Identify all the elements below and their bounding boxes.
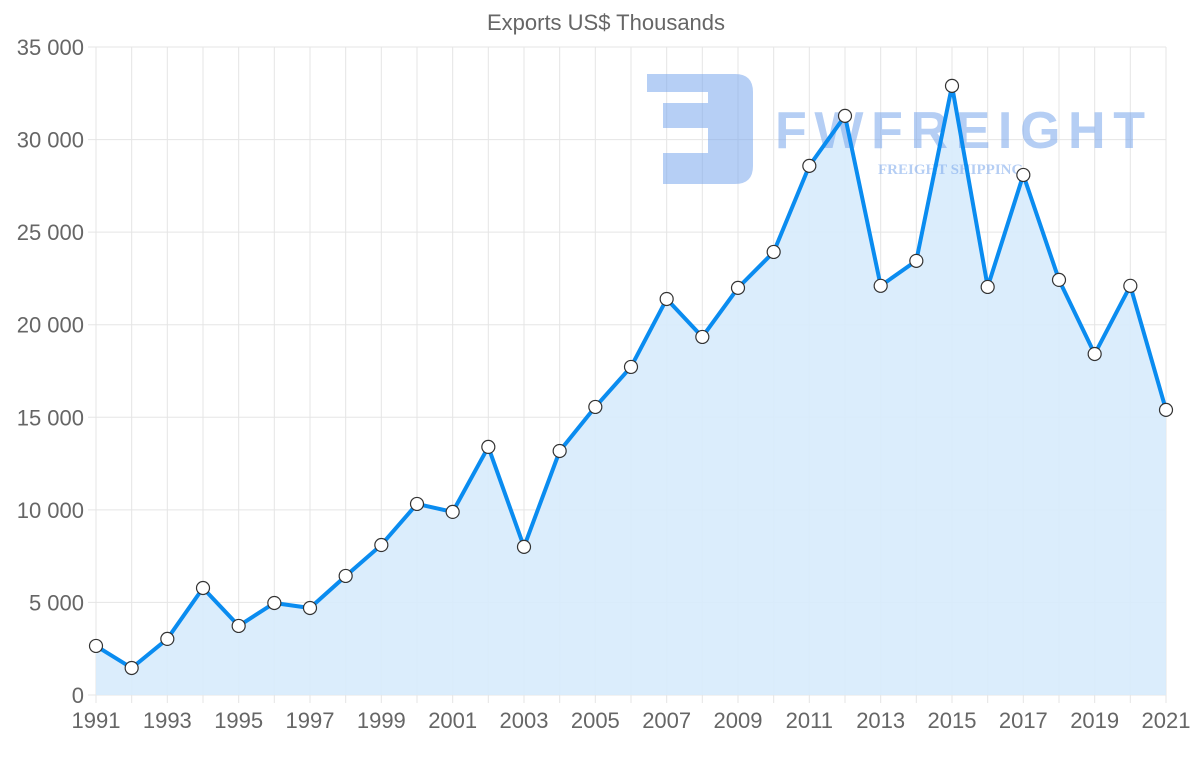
- data-point: [195, 580, 211, 596]
- data-point: [445, 504, 460, 519]
- data-point: [730, 280, 746, 295]
- y-tick-label: 25 000: [17, 220, 84, 245]
- data-point: [302, 600, 318, 616]
- y-axis: 0 5 000 10 000 15 000 20 000 25 000 30 000 35 0…: [17, 35, 84, 708]
- data-point: [909, 253, 924, 268]
- data-point: [1016, 167, 1031, 183]
- x-axis: 1991 1993 1995 1997 1999 2001 2003 2005 2007 2009…: [72, 708, 1191, 733]
- x-tick-label: 2017: [999, 708, 1048, 733]
- data-point: [695, 329, 710, 345]
- x-tick-label: 2021: [1142, 708, 1191, 733]
- x-tick-label: 1995: [214, 708, 263, 733]
- data-point: [980, 279, 995, 295]
- x-tick-label: 2007: [642, 708, 691, 733]
- y-tick-label: 35 000: [17, 35, 84, 60]
- data-point: [552, 443, 567, 459]
- data-point: [481, 439, 496, 455]
- data-point: [124, 660, 139, 676]
- data-point: [231, 618, 246, 634]
- x-tick-label: 2011: [786, 708, 833, 733]
- y-tick-label: 5 000: [29, 590, 84, 615]
- data-point: [374, 537, 389, 553]
- data-point: [944, 78, 960, 93]
- x-tick-label: 1993: [143, 708, 192, 733]
- data-point: [267, 595, 282, 611]
- data-point: [409, 496, 425, 512]
- data-point: [1051, 272, 1067, 288]
- data-point: [160, 631, 175, 647]
- area-fill: [96, 85, 1166, 695]
- watermark-tagline: FREIGHT SHIPPING: [878, 162, 1023, 178]
- data-point: [659, 291, 674, 307]
- chart-title: Exports US$ Thousands: [487, 10, 725, 35]
- y-tick-label: 20 000: [17, 313, 84, 338]
- x-tick-label: 2019: [1070, 708, 1119, 733]
- x-tick-label: 2009: [714, 708, 763, 733]
- y-tick-label: 15 000: [17, 405, 84, 430]
- data-point: [588, 399, 603, 415]
- data-point: [802, 158, 817, 173]
- x-tick-label: 1999: [357, 708, 406, 733]
- data-point: [338, 568, 353, 584]
- x-tick-label: 2013: [856, 708, 905, 733]
- data-point: [1123, 278, 1138, 293]
- x-tick-label: 2003: [500, 708, 549, 733]
- data-point: [1087, 346, 1102, 362]
- data-point: [516, 539, 532, 554]
- watermark-logo: FWFREIGHT FREIGHT SHIPPING: [647, 74, 1145, 184]
- data-point: [623, 359, 639, 375]
- data-point: [766, 244, 781, 260]
- x-tick-label: 1991: [72, 708, 121, 733]
- data-point: [88, 638, 104, 654]
- x-tick-label: 2015: [928, 708, 977, 733]
- x-tick-label: 1997: [286, 708, 335, 733]
- x-tick-label: 2005: [571, 708, 620, 733]
- logo-mark-icon: [647, 74, 753, 184]
- y-tick-label: 10 000: [17, 498, 84, 523]
- y-tick-label: 0: [72, 683, 84, 708]
- data-point: [1158, 402, 1174, 417]
- x-tick-label: 2001: [428, 708, 477, 733]
- data-points: [88, 78, 1174, 676]
- data-point: [873, 278, 888, 293]
- y-tick-label: 30 000: [17, 128, 84, 153]
- data-point: [837, 108, 853, 123]
